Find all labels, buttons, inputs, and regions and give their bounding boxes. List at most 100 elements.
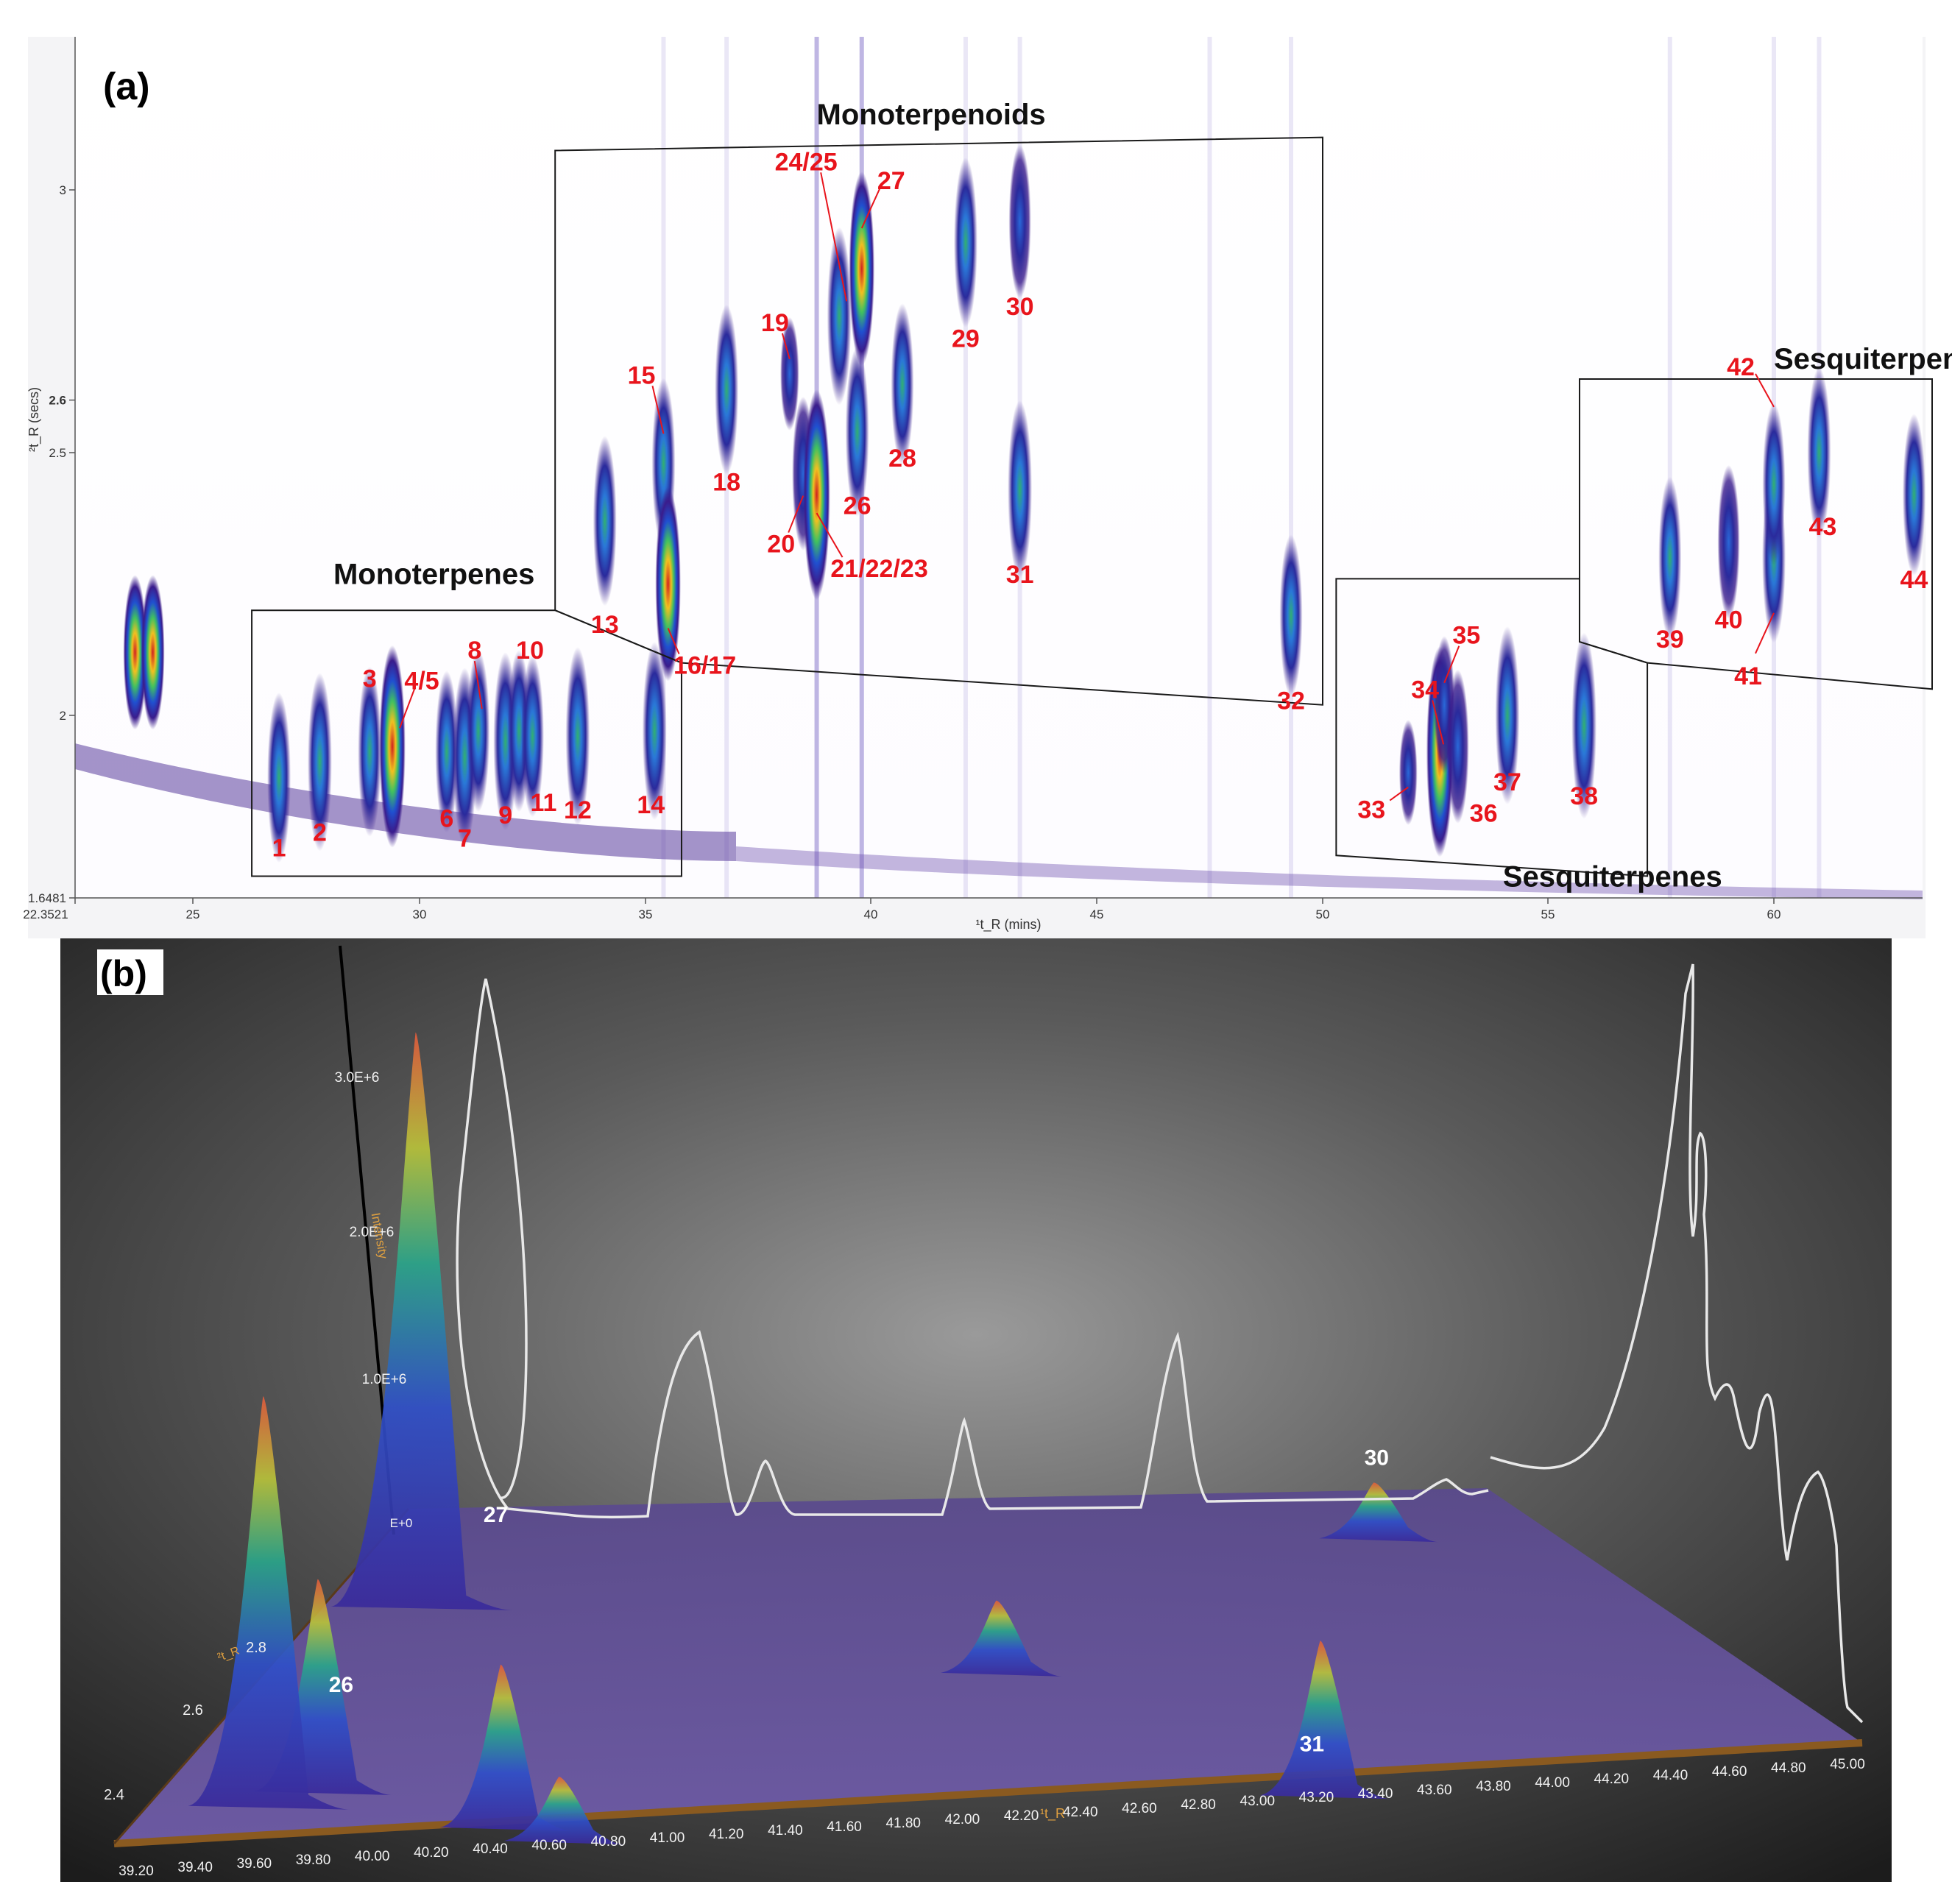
peak-spot (565, 647, 590, 826)
peak-leader-line (473, 660, 483, 709)
peak-leader-line (820, 172, 848, 302)
surface-z-origin-label: E+0 (390, 1516, 413, 1530)
peak-label: 28 (888, 445, 916, 473)
panel-a-axes: 22.3521 25 30 35 40 45 50 55 60 1.6481 2 2.5 2.6 3 ¹t_… (23, 37, 1923, 932)
peak-label: 33 (1357, 796, 1385, 824)
peak-label: 37 (1493, 768, 1521, 796)
y-tick-label: 1.6481 (28, 891, 66, 905)
peak-label: 15 (628, 361, 656, 389)
surface-peak (1259, 1641, 1393, 1799)
peak-spot (891, 303, 914, 466)
peak-spot (467, 650, 490, 813)
peak-spots (123, 144, 1926, 863)
peak-label: 21/22/23 (830, 555, 927, 583)
panel-a-plot-area (75, 37, 1923, 898)
surface-x-tick-label: 39.20 (119, 1864, 154, 1879)
group-label: Sesquiterpenoids (1774, 343, 1952, 375)
group-label: Sesquiterpenes (1503, 861, 1722, 893)
peak-spot (1571, 632, 1596, 819)
peak-spot (308, 673, 332, 852)
projection-traces (456, 963, 1864, 1724)
surface-x-tick-label: 43.40 (1358, 1786, 1393, 1802)
surface-x-tick-label: 39.40 (177, 1860, 213, 1875)
peak-spot (1495, 626, 1520, 804)
peak-spot-unlabeled (123, 575, 147, 730)
x-tick-label: 55 (1541, 907, 1555, 921)
peak-label: 32 (1277, 687, 1305, 715)
peak-spot (655, 486, 681, 682)
peak-spot (1717, 464, 1740, 619)
surface-x-tick-label: 40.20 (414, 1845, 449, 1861)
y-tick-label: 3 (60, 183, 66, 197)
peak-spot (1658, 476, 1682, 639)
column-bleed-streak (963, 37, 968, 898)
peak-leader-line (788, 495, 805, 533)
panel-a-label: (a) (103, 66, 150, 108)
x-tick-label: 22.3521 (23, 907, 68, 921)
peak-label: 2 (313, 818, 327, 846)
peak-spot-unlabeled (141, 575, 165, 730)
peak-leader-line (667, 628, 680, 654)
surface-y-tick-label: 2.4 (104, 1787, 124, 1803)
peak-label: 7 (458, 824, 472, 852)
surface-x-tick-label: 39.60 (237, 1856, 272, 1872)
peak-spot (1762, 403, 1786, 565)
panel-a: Monoterpenes Monoterpenoids Sesquiterpenes… (23, 37, 1952, 938)
surface-x-tick-label: 40.60 (531, 1838, 567, 1853)
peak-spot (521, 655, 544, 818)
group-box-sesquiterpenoids (1578, 378, 1933, 690)
x-tick-label: 45 (1090, 907, 1104, 921)
group-boxes (251, 136, 1933, 877)
baseline-band-lower (736, 846, 1923, 899)
y-tick-label: 2 (60, 709, 66, 723)
peak-spot (267, 693, 291, 863)
peak-label: 6 (439, 804, 453, 832)
column-bleed-streak (1289, 37, 1294, 898)
peak-label: 36 (1470, 799, 1498, 827)
peak-label: 3 (363, 665, 377, 693)
peak-spot (845, 346, 869, 517)
x-axis-title: ¹t_R (mins) (976, 917, 1042, 932)
peak-label: 18 (712, 468, 740, 496)
peak-label: 9 (498, 801, 512, 829)
peak-leader-line (816, 512, 844, 558)
peak-spot (593, 436, 617, 606)
group-label: Monoterpenoids (817, 99, 1046, 131)
surface-peak-label: 27 (484, 1503, 508, 1527)
x-tick-label: 60 (1767, 907, 1781, 921)
surface-x-tick-label: 40.40 (473, 1841, 508, 1857)
surface-x-tick-label: 43.00 (1240, 1794, 1276, 1809)
surface-x-tick-label: 44.60 (1712, 1764, 1747, 1780)
surface-x-axis-title: ¹t_R (1040, 1806, 1065, 1822)
baseline-band (75, 743, 736, 861)
surface-x-tick-label: 41.20 (709, 1827, 744, 1842)
surface-peak-label: 30 (1365, 1445, 1389, 1470)
panel-b-label-box (97, 949, 163, 995)
y-axis-title: ²t_R (secs) (26, 387, 42, 452)
surface-x-tick-label: 42.80 (1181, 1797, 1216, 1813)
peak-spot (1807, 367, 1831, 538)
peak-label: 40 (1715, 606, 1743, 634)
peak-spot (849, 171, 875, 367)
peak-spot (780, 316, 799, 431)
peak-label: 8 (467, 637, 481, 665)
projection-trace-t2 (1490, 963, 1864, 1724)
peak-label: 27 (877, 167, 905, 195)
peak-spot (435, 670, 459, 833)
panel-b-label: (b) (100, 953, 147, 994)
surface-x-tick-label: 43.80 (1476, 1779, 1511, 1794)
surface-peak (940, 1600, 1063, 1677)
surface-x-tick-label: 44.20 (1594, 1772, 1630, 1787)
peak-label: 42 (1727, 353, 1755, 381)
peak-label: 11 (531, 789, 557, 817)
peak-leader-line (399, 688, 415, 729)
peak-leader-line (1755, 612, 1775, 654)
peak-spot (642, 642, 667, 821)
peak-label: 24/25 (775, 148, 838, 176)
surface-y-tick-label: 2.8 (246, 1640, 266, 1656)
peak-label: 4/5 (404, 667, 439, 695)
x-tick-label: 50 (1316, 907, 1330, 921)
column-bleed-streak (1667, 37, 1672, 898)
surface-x-tick-label: 42.00 (945, 1812, 980, 1827)
